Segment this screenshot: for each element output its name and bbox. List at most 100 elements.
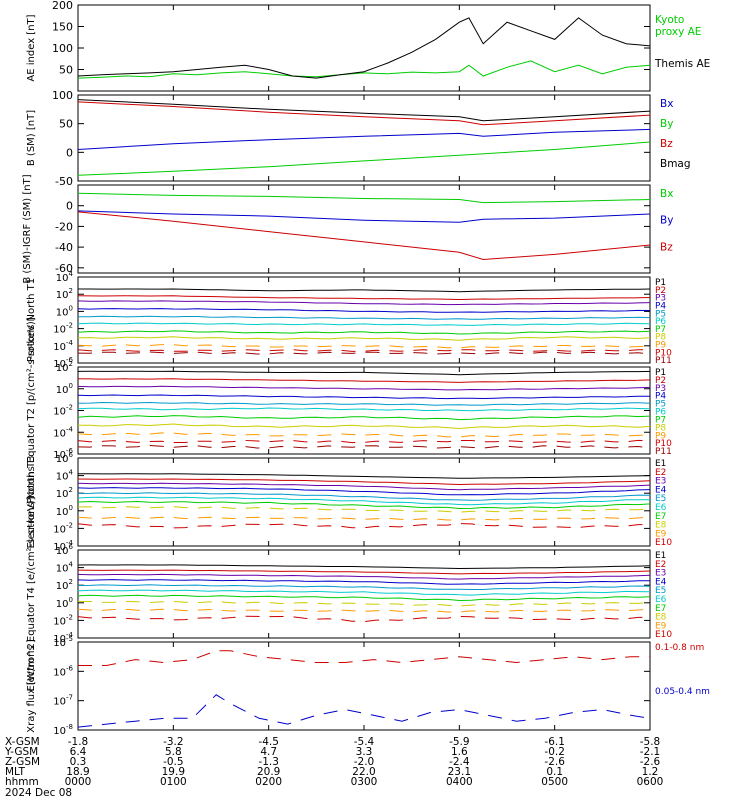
series-line <box>77 295 651 301</box>
series-line <box>77 496 650 506</box>
y-tick-label: 100 <box>56 382 73 396</box>
x-row-value: -6.1 <box>544 736 565 748</box>
series-line <box>77 589 651 596</box>
y-axis-label: Protons North T1 <box>26 278 37 362</box>
series-line <box>77 330 651 335</box>
series-line <box>77 608 651 613</box>
series-line <box>77 336 651 341</box>
y-tick-label: 102 <box>56 287 73 301</box>
series-line <box>77 444 651 449</box>
y-tick-label: 200 <box>52 0 73 12</box>
y-tick-label: 10-2 <box>53 404 73 418</box>
series-line <box>77 394 651 400</box>
panels-group: 50 100 150 200 AE index [nT] Kyoto proxy AE The… <box>22 0 710 737</box>
x-row-value: 0200 <box>255 776 282 788</box>
y-tick-label: 50 <box>59 118 73 131</box>
legend-label: P3 <box>655 294 666 304</box>
legend-label: P7 <box>655 415 666 425</box>
series-line <box>77 415 651 421</box>
y-tick-label: 102 <box>56 360 73 374</box>
legend-label: P2 <box>655 286 666 296</box>
series-line <box>77 370 651 376</box>
legend-label: Bx <box>660 188 673 200</box>
series-line <box>77 210 651 223</box>
x-row-value: -2.6 <box>544 756 565 768</box>
legend-label: 0.05-0.4 nm <box>655 687 710 697</box>
y-tick-label: 10-2 <box>53 613 73 627</box>
series-line <box>77 349 651 352</box>
series-line <box>77 378 651 383</box>
x-row-value: 0100 <box>160 776 187 788</box>
y-axis-label: AE index [nT] <box>26 14 37 81</box>
legend-label: P9 <box>655 431 666 441</box>
panel-2: -50 0 50 100 B (SM) [nT] Bx By Bz Bmag <box>26 89 691 188</box>
x-row-value: 20.9 <box>257 766 280 778</box>
series-line <box>77 439 651 444</box>
series-line <box>77 99 651 122</box>
x-row-value: 23.1 <box>448 766 471 778</box>
series-line <box>77 573 651 580</box>
legend-label: Bz <box>660 138 673 150</box>
series-line <box>77 17 651 79</box>
y-tick-label: 106 <box>56 543 74 557</box>
y-tick-label: 10-2 <box>53 521 73 535</box>
series-line <box>77 569 651 575</box>
legend-label: 0.1-0.8 nm <box>655 643 704 653</box>
x-row-value: -2.6 <box>640 756 661 768</box>
legend-label: P11 <box>655 356 672 366</box>
x-row-label: X-GSM <box>5 736 40 748</box>
series-line <box>77 482 651 491</box>
legend-label: P6 <box>655 408 666 418</box>
legend-label: E9 <box>655 621 667 631</box>
x-row-value: -2.0 <box>354 756 375 768</box>
series-line <box>77 564 651 570</box>
series-line <box>77 594 651 602</box>
x-row-value: 0500 <box>541 776 568 788</box>
series-line <box>78 288 651 293</box>
legend-label: P8 <box>655 423 666 433</box>
y-axis-label: Electrons North T3 <box>26 455 37 548</box>
series-line <box>77 351 651 355</box>
series-line <box>77 128 651 150</box>
series-line <box>77 492 651 501</box>
series-line <box>77 385 651 391</box>
series-line <box>77 60 651 79</box>
y-tick-label: 104 <box>56 561 74 575</box>
legend-label: E10 <box>655 630 672 640</box>
x-row-value: 1.6 <box>451 746 468 758</box>
series-line <box>78 473 651 479</box>
x-row-label: hhmm <box>5 776 39 788</box>
legend-label: P5 <box>655 400 666 410</box>
legend-label: Bx <box>660 98 673 110</box>
series-line <box>77 401 651 406</box>
legend-label: P4 <box>655 392 666 402</box>
y-tick-label: 10-4 <box>53 539 73 553</box>
y-axis-label: B (SM) [nT] <box>26 110 37 166</box>
x-row-value: 0.3 <box>70 756 87 768</box>
y-tick-label: 100 <box>56 596 73 610</box>
y-tick-label: -20 <box>55 220 73 233</box>
y-tick-label: 102 <box>56 486 73 500</box>
series-line <box>77 694 651 728</box>
series-line <box>78 600 651 607</box>
series-line <box>77 584 651 590</box>
legend-label: E7 <box>655 512 666 522</box>
x-row-value: 0400 <box>446 776 473 788</box>
y-tick-label: 100 <box>56 504 73 518</box>
series-line <box>77 423 651 430</box>
panel-8: 10-8 10-7 10-6 10-5 Xray flux [W/m^2] 0.1-0.8… <box>26 635 710 737</box>
series-line <box>77 344 651 349</box>
legend-label: P1 <box>655 368 666 378</box>
legend-label: E7 <box>655 604 666 614</box>
y-tick-label: 100 <box>56 304 73 318</box>
panel-1: 50 100 150 200 AE index [nT] Kyoto proxy AE The… <box>26 0 710 92</box>
y-tick-label: 10-7 <box>53 694 73 708</box>
y-tick-label: 0 <box>66 146 73 159</box>
legend-label: E3 <box>655 477 666 487</box>
y-tick-label: 10-4 <box>53 339 73 353</box>
panel-7: 10-4 10-2 100 102 104 106 Electrons Equator T4… <box>26 496 672 691</box>
legend-label: P8 <box>655 333 666 343</box>
x-row-value: 18.9 <box>66 766 89 778</box>
legend-label: E2 <box>655 560 666 570</box>
